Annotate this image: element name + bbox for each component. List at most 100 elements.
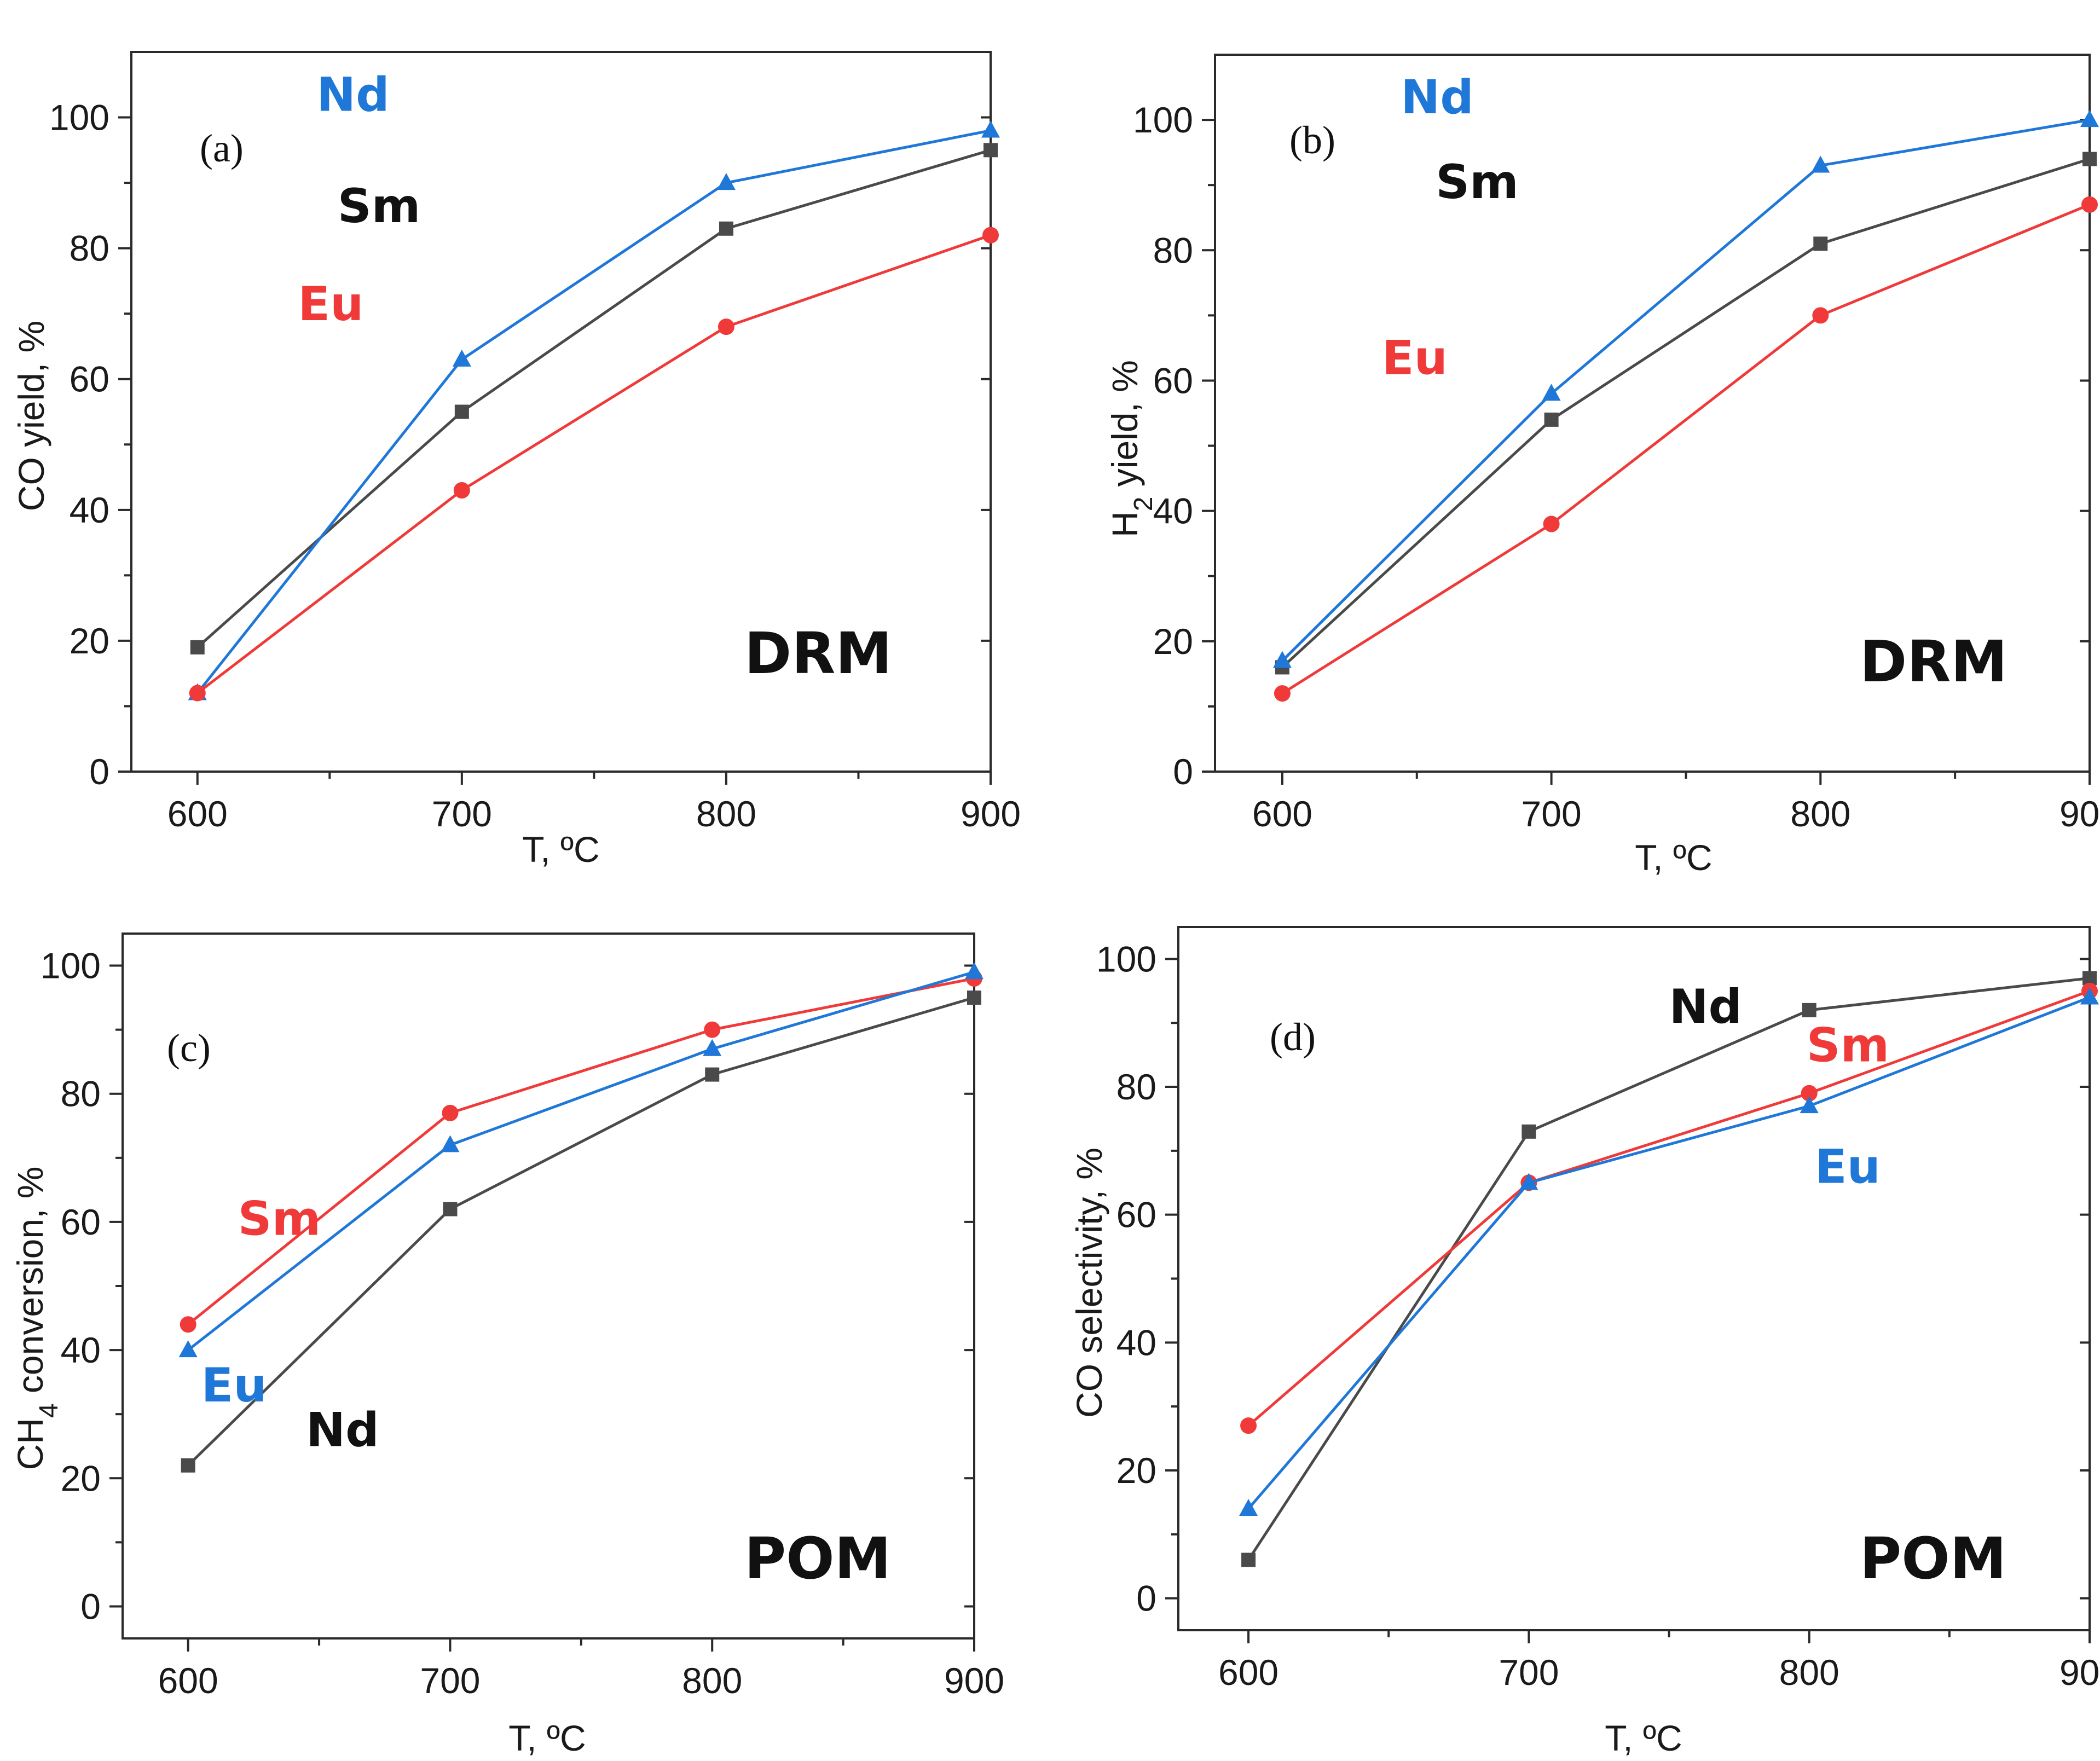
data-point-nd — [716, 173, 736, 190]
data-point-sm — [719, 221, 733, 236]
x-tick-label: 600 — [1252, 793, 1312, 834]
y-tick-label: 40 — [61, 1330, 101, 1370]
data-point-eu — [441, 1135, 460, 1152]
data-point-eu — [1543, 515, 1560, 532]
series-label-sm: Sm — [238, 1191, 321, 1246]
y-tick-label: 60 — [1116, 1195, 1156, 1235]
y-tick-label: 20 — [1116, 1450, 1156, 1491]
data-point-nd — [705, 1067, 720, 1082]
x-axis-title: T, ºC — [1635, 837, 1712, 878]
series-label-sm: Sm — [1436, 155, 1519, 210]
data-point-eu — [178, 1340, 198, 1358]
x-axis-title: T, ºC — [1605, 1718, 1682, 1758]
x-tick-label: 700 — [420, 1660, 480, 1701]
series-label-eu: Eu — [1382, 331, 1448, 386]
y-axis-title: CO selectivity, % — [1069, 1148, 1109, 1418]
data-point-sm — [984, 143, 998, 158]
data-point-nd — [443, 1202, 458, 1217]
data-point-nd — [1542, 384, 1561, 401]
data-point-eu — [189, 685, 206, 702]
reaction-label: POM — [744, 1525, 891, 1592]
x-tick-label: 700 — [1499, 1652, 1559, 1693]
series-line-nd — [1281, 118, 2090, 662]
series-line-sm — [187, 977, 975, 1326]
series-line-sm — [196, 148, 991, 648]
data-point-sm — [1813, 236, 1828, 251]
y-tick-label: 80 — [1153, 230, 1193, 270]
data-point-eu — [965, 962, 984, 980]
y-tick-label: 60 — [61, 1202, 101, 1242]
series-line-sm — [1281, 158, 2090, 669]
y-tick-label: 80 — [61, 1074, 101, 1114]
y-tick-label: 40 — [1153, 491, 1193, 531]
x-tick-label: 700 — [1522, 793, 1582, 834]
data-point-eu — [1812, 307, 1829, 324]
y-tick-label: 80 — [70, 228, 109, 269]
y-tick-label: 0 — [89, 751, 109, 792]
panel-label: (d) — [1270, 1015, 1316, 1059]
data-point-nd — [1802, 1003, 1816, 1017]
series-label-eu: Eu — [201, 1358, 267, 1413]
data-point-nd — [967, 990, 981, 1005]
series-line-eu — [1247, 996, 2090, 1510]
x-tick-label: 800 — [1790, 793, 1850, 834]
data-point-nd — [1522, 1124, 1536, 1139]
data-point-eu — [453, 482, 470, 499]
x-tick-label: 900 — [2059, 793, 2100, 834]
data-point-eu — [1519, 1173, 1538, 1190]
data-point-nd — [1272, 651, 1292, 668]
y-tick-label: 0 — [1136, 1578, 1156, 1619]
y-tick-label: 20 — [1153, 621, 1193, 662]
reaction-label: POM — [1860, 1525, 2006, 1592]
y-axis-title: CO yield, % — [11, 321, 51, 511]
data-point-sm — [1801, 1085, 1818, 1102]
data-point-eu — [1239, 1499, 1258, 1516]
plot-frame — [1214, 54, 2091, 773]
x-tick-label: 600 — [167, 793, 228, 834]
x-axis-title: T, ºC — [508, 1718, 586, 1758]
panel-label: (c) — [167, 1026, 211, 1070]
y-tick-label: 20 — [61, 1458, 101, 1498]
plot-frame — [130, 51, 992, 773]
series-line-nd — [187, 996, 975, 1467]
data-point-sm — [190, 640, 205, 654]
panel-label: (b) — [1289, 118, 1335, 162]
series-label-nd: Nd — [1401, 70, 1474, 125]
y-tick-label: 80 — [1116, 1067, 1156, 1107]
y-tick-label: 40 — [70, 490, 109, 530]
x-tick-label: 600 — [1218, 1652, 1278, 1693]
series-label-sm: Sm — [338, 179, 421, 234]
y-tick-label: 40 — [1116, 1322, 1156, 1363]
data-point-eu — [718, 318, 734, 335]
data-point-eu — [982, 227, 999, 244]
data-point-nd — [181, 1458, 195, 1473]
reaction-label: DRM — [1860, 628, 2008, 695]
data-point-nd — [452, 349, 471, 367]
data-point-sm — [180, 1316, 196, 1333]
series-line-eu — [196, 234, 991, 694]
y-tick-label: 0 — [1173, 751, 1193, 792]
data-point-nd — [981, 120, 1000, 138]
panel-label: (a) — [200, 126, 244, 170]
data-point-nd — [1241, 1553, 1256, 1567]
data-point-nd — [2080, 110, 2099, 128]
data-point-sm — [1240, 1417, 1257, 1434]
x-tick-label: 800 — [696, 793, 756, 834]
y-tick-label: 100 — [1096, 939, 1156, 979]
y-tick-label: 100 — [41, 946, 101, 986]
y-tick-label: 0 — [80, 1586, 101, 1626]
data-point-sm — [2082, 152, 2097, 166]
series-label-eu: Eu — [298, 277, 363, 332]
data-point-eu — [2080, 987, 2099, 1005]
series-label-nd: Nd — [316, 68, 390, 123]
series-line-eu — [1281, 203, 2090, 695]
data-point-sm — [704, 1021, 721, 1038]
y-tick-label: 60 — [1153, 360, 1193, 401]
x-tick-label: 700 — [432, 793, 492, 834]
reaction-label: DRM — [744, 620, 892, 687]
series-line-nd — [196, 129, 991, 694]
